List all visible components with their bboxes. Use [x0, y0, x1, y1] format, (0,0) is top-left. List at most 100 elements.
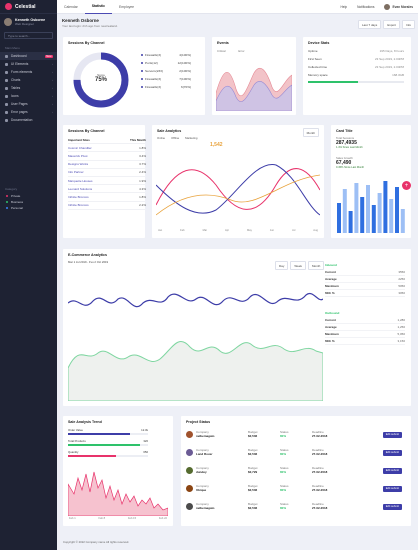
label-text: Private [11, 194, 21, 198]
edit-submit-button[interactable]: Edit submit [382, 485, 402, 492]
legend-item: Servers(233) 2(100%) [141, 69, 191, 73]
info-button[interactable]: Info [401, 20, 415, 29]
user-profile[interactable]: Kenneth Osborne Web Designer [0, 14, 57, 30]
table-row: Infinite Broncos 1.8% [68, 193, 146, 202]
home-icon [5, 54, 8, 58]
avatar [186, 485, 193, 492]
page-subtitle: Your last login: 21h ago from newzealand… [62, 24, 118, 28]
site-link[interactable]: Infinite Broncos [68, 194, 89, 199]
sidebar-item-user-pages[interactable]: User Pages › [0, 100, 57, 108]
project-title: Project Status [186, 420, 211, 424]
site-link[interactable]: Infinite Broncos [68, 203, 89, 208]
total-sessions-change: 1.4% Since Last Month [336, 146, 363, 149]
sidebar-section-labels: Category [5, 187, 18, 191]
site-link[interactable]: Cosmic Chandlier [68, 145, 92, 150]
sidebar-section-title: Main Menu [5, 46, 20, 50]
events-title: Events [217, 41, 229, 45]
ecommerce-title: E-Commerce Analytics [68, 253, 108, 257]
sessions-donut [73, 52, 129, 108]
legend-item: Ports(12) 12(100%) [141, 61, 191, 65]
sidebar-search-input[interactable]: Type to search... [4, 32, 53, 39]
label-item[interactable]: Personal [0, 205, 57, 211]
sidebar-item-label: Charts [11, 78, 21, 82]
new-badge: New [44, 54, 53, 58]
help-link[interactable]: Help [340, 4, 348, 9]
x-tick-label: Feb 1 [69, 517, 76, 520]
legend-dot-icon [141, 86, 143, 88]
events-legend: Critical Error [217, 49, 245, 53]
label-text: Personal [11, 206, 23, 210]
trend-bar-fill [68, 455, 116, 457]
ecommerce-range[interactable]: Mar 1 Jul 2019 - Fvu 2 Oct 2019 [68, 260, 109, 264]
device-row: Collected time 23 Sep 2019, 2.04PM [308, 65, 404, 69]
stat-row: Average 1,250 [325, 325, 405, 331]
sessions-card: Sessions By Channel Score 75% Firewalls(… [63, 37, 205, 115]
table-row: Marquette Houses 1.9% [68, 177, 146, 186]
stat-row: Maximum 5050 [325, 284, 405, 290]
sidebar-item-ui-elements[interactable]: UI Elements › [0, 60, 57, 68]
chevron-right-icon: › [52, 86, 53, 90]
ecommerce-card: E-Commerce Analytics Mar 1 Jul 2019 - Fv… [63, 249, 411, 406]
sidebar-item-error-pages[interactable]: Error pages › [0, 108, 57, 116]
bar [342, 189, 347, 233]
user-role: Web Designer [15, 22, 34, 26]
day-button[interactable]: Day [275, 261, 289, 270]
export-button[interactable]: Export [383, 20, 400, 29]
trend-bar: Quantity 650 [68, 450, 148, 457]
edit-submit-button[interactable]: Edit submit [382, 467, 402, 474]
site-link[interactable]: Info Partner [68, 170, 84, 175]
week-button[interactable]: Week [290, 261, 306, 270]
label-item[interactable]: Private [0, 193, 57, 199]
site-link[interactable]: Designs Works [68, 162, 89, 167]
sale-trend-title: Sale Analysis Trend [68, 420, 102, 424]
sidebar-item-documentation[interactable]: Documentation [0, 116, 57, 124]
sidebar-item-form-elements[interactable]: Form elements › [0, 68, 57, 76]
sidebar-item-dashboard[interactable]: Dashboard New [0, 52, 57, 60]
sale-month-button[interactable]: Month [302, 128, 319, 137]
range-button[interactable]: Last 7 days [357, 20, 382, 29]
tab-calendar[interactable]: Calendar [64, 4, 78, 9]
x-tick-label: Jan [158, 229, 163, 232]
edit-submit-button[interactable]: Edit submit [382, 449, 402, 456]
chevron-right-icon: › [52, 78, 53, 82]
tab-statistic[interactable]: Statistic [84, 0, 112, 14]
sidebar-item-charts[interactable]: Charts › [0, 76, 57, 84]
sidebar-item-label: Icons [11, 94, 19, 98]
star-icon [5, 94, 8, 98]
site-link[interactable]: Leonard Solutions [68, 186, 93, 191]
table-row: Leonard Solutions 4.3% [68, 185, 146, 194]
donut-label: Score [97, 73, 105, 77]
chevron-right-icon: › [52, 102, 53, 106]
label-dot-icon [6, 207, 8, 209]
device-title: Device Stats [308, 41, 330, 45]
add-fab-button[interactable]: + [402, 181, 411, 190]
bar [354, 183, 359, 233]
sale-analytics-title: Sale Analytics [157, 129, 182, 133]
tab-employee[interactable]: Employee [118, 4, 135, 9]
edit-submit-button[interactable]: Edit submit [382, 503, 402, 510]
table-row: Info Partner 2.4% [68, 169, 146, 177]
trend-bar-fill [68, 444, 140, 446]
project-row: Company Ubique Budget $2,536 Status 80% Deadli… [186, 482, 402, 495]
site-link[interactable]: Maverick Pivot [68, 153, 88, 158]
sessions-table-card: Sessions By Channel Important Sites This … [63, 125, 146, 238]
edit-submit-button[interactable]: Edit submit [382, 431, 402, 438]
stat-row: Maximum 5,050 [325, 332, 405, 338]
sidebar-item-tables[interactable]: Tables › [0, 84, 57, 92]
sidebar-item-label: Error pages [11, 110, 28, 114]
sidebar-item-icons[interactable]: Icons › [0, 92, 57, 100]
sessions-table-title: Sessions By Channel [68, 129, 105, 133]
month-button[interactable]: Month [307, 261, 325, 270]
chevron-right-icon: › [52, 62, 53, 66]
label-dot-icon [6, 195, 8, 197]
label-item[interactable]: Business [0, 199, 57, 205]
sales-growth-label: Sales Growth [336, 156, 353, 160]
bar [371, 205, 376, 233]
top-user-name: Evan Morales [392, 4, 413, 9]
notifications-link[interactable]: Notifications [357, 4, 375, 9]
brand[interactable]: Celestial [0, 0, 57, 14]
top-user[interactable]: Evan Morales [384, 3, 413, 10]
label-text: Business [11, 200, 24, 204]
site-link[interactable]: Marquette Houses [68, 178, 93, 183]
stat-row: 60th % 3,150 [325, 339, 405, 345]
